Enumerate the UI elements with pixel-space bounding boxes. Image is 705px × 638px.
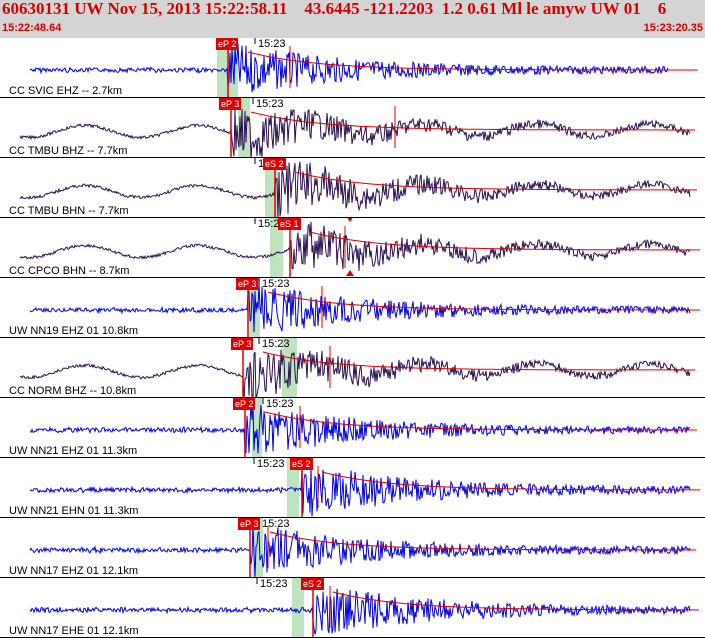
- pick-window: [292, 578, 304, 638]
- trace-row[interactable]: 15:23 eP 2 CC SVIC EHZ -- 2.7km: [0, 38, 705, 98]
- seismogram-trace[interactable]: [0, 398, 705, 458]
- seismogram-trace[interactable]: [0, 278, 705, 338]
- waveform: [29, 588, 691, 635]
- phase-pick-label[interactable]: eP 2: [233, 398, 256, 410]
- channel-label: UW NN17 EHE 01 12.1km: [9, 625, 139, 637]
- minute-label: 15:23: [262, 338, 290, 350]
- phase-pick-label[interactable]: eS 2: [301, 578, 324, 590]
- trace-row[interactable]: 15:23 eP 3 UW NN19 EHZ 01 10.8km: [0, 278, 705, 338]
- channel-label: CC SVIC EHZ -- 2.7km: [9, 85, 123, 97]
- seismogram-trace[interactable]: [0, 518, 705, 578]
- coda-curve: [269, 531, 696, 551]
- seismogram-panel[interactable]: 15:23 eP 2 CC SVIC EHZ -- 2.7km 15:23 eP 3 CC…: [0, 38, 705, 638]
- minute-label: 15:23: [262, 278, 290, 290]
- coda-curve: [250, 111, 695, 131]
- phase-pick-label[interactable]: eS 1: [278, 218, 301, 230]
- waveform: [19, 108, 691, 158]
- trace-row[interactable]: 15:23 eS 1 CC CPCO BHN -- 8.7km: [0, 218, 705, 278]
- coda-curve: [247, 51, 698, 71]
- channel-label: UW NN19 EHZ 01 10.8km: [9, 325, 138, 337]
- minute-label: 15:23: [258, 38, 286, 50]
- min-amp-marker: [346, 270, 354, 276]
- channel-label: CC CPCO BHN -- 8.7km: [9, 265, 130, 277]
- channel-label: UW NN21 EHN 01 11.3km: [9, 505, 139, 517]
- trace-row[interactable]: 15:23 eP 3 CC TMBU BHZ -- 7.7km: [0, 98, 705, 158]
- waveform: [19, 349, 691, 398]
- minute-label: 15:23: [260, 578, 288, 590]
- minute-label: 15:23: [257, 458, 285, 470]
- phase-pick-label[interactable]: eP 2: [216, 38, 239, 50]
- waveform: [19, 221, 691, 272]
- pick-window: [252, 398, 262, 458]
- coda-curve: [264, 411, 697, 431]
- trace-row[interactable]: 15:23 eS 2 UW NN21 EHN 01 11.3km: [0, 458, 705, 518]
- coda-curve: [262, 351, 695, 371]
- phase-pick-label[interactable]: eP 3: [236, 278, 259, 290]
- waveform: [29, 283, 691, 333]
- minute-label: 15:23: [266, 398, 294, 410]
- seismogram-trace[interactable]: [0, 458, 705, 518]
- coda-curve: [332, 591, 699, 611]
- waveform: [19, 161, 691, 218]
- waveform: [29, 523, 691, 577]
- pick-window: [253, 518, 263, 578]
- minute-label: 15:23: [256, 98, 284, 110]
- channel-label: CC TMBU BHN -- 7.7km: [9, 205, 129, 217]
- window-end-time: 15:23:20.35: [643, 22, 703, 34]
- trace-row[interactable]: 15:23 eP 2 UW NN21 EHZ 01 11.3km: [0, 398, 705, 458]
- window-start-time: 15:22:48.64: [2, 22, 62, 34]
- phase-pick-label[interactable]: eP 3: [238, 518, 261, 530]
- event-header: 60630131 UW Nov 15, 2013 15:22:58.11 43.…: [0, 0, 705, 38]
- pick-window: [270, 218, 283, 278]
- coda-curve: [294, 171, 697, 191]
- max-amp-marker: [347, 218, 353, 222]
- channel-label: CC TMBU BHZ -- 7.7km: [9, 145, 128, 157]
- coda-curve: [309, 231, 700, 251]
- channel-label: CC NORM BHZ -- 10.8km: [9, 385, 137, 397]
- coda-curve: [321, 471, 700, 491]
- minute-label: 15:23: [262, 518, 290, 530]
- phase-pick-label[interactable]: eS 2: [290, 458, 313, 470]
- waveform: [29, 43, 669, 93]
- phase-pick-label[interactable]: eP 3: [231, 338, 254, 350]
- seismogram-trace[interactable]: [0, 38, 705, 98]
- seismogram-trace[interactable]: [0, 218, 705, 278]
- seismogram-trace[interactable]: [0, 98, 705, 158]
- event-title: 60630131 UW Nov 15, 2013 15:22:58.11 43.…: [2, 0, 667, 18]
- trace-row[interactable]: 15:23 eP 3 UW NN17 EHZ 01 12.1km: [0, 518, 705, 578]
- channel-label: UW NN21 EHZ 01 11.3km: [9, 445, 138, 457]
- channel-label: UW NN17 EHZ 01 12.1km: [9, 565, 138, 577]
- seismogram-trace[interactable]: [0, 338, 705, 398]
- trace-row[interactable]: 15:23 eP 3 CC NORM BHZ -- 10.8km: [0, 338, 705, 398]
- phase-pick-label[interactable]: eS 2: [263, 158, 286, 170]
- trace-row[interactable]: 15:23 eS 2 UW NN17 EHE 01 12.1km: [0, 578, 705, 638]
- coda-curve: [267, 291, 700, 311]
- phase-pick-label[interactable]: eP 3: [219, 98, 242, 110]
